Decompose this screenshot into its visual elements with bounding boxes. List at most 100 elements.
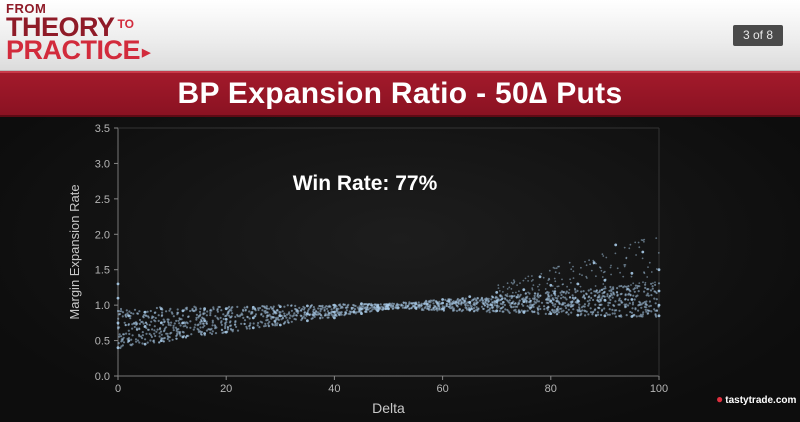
scatter-point xyxy=(622,275,625,278)
scatter-point xyxy=(323,308,326,311)
scatter-point xyxy=(510,301,514,305)
scatter-point xyxy=(538,289,540,291)
scatter-point xyxy=(548,295,551,298)
scatter-point xyxy=(207,328,210,331)
scatter-point xyxy=(260,312,263,315)
scatter-point xyxy=(488,311,491,314)
scatter-point xyxy=(234,323,237,326)
scatter-point xyxy=(515,310,518,313)
scatter-point xyxy=(504,308,507,311)
scatter-point xyxy=(226,328,230,331)
scatter-point xyxy=(582,294,586,297)
scatter-point xyxy=(410,307,413,310)
scatter-point xyxy=(160,314,163,318)
scatter-point xyxy=(624,264,627,266)
scatter-point xyxy=(136,339,140,342)
scatter-point xyxy=(643,305,646,308)
scatter-point xyxy=(608,289,611,292)
scatter-point xyxy=(629,243,632,246)
scatter-point xyxy=(472,298,475,301)
page-indicator: 3 of 8 xyxy=(733,25,783,46)
scatter-point xyxy=(503,297,506,300)
scatter-point xyxy=(640,315,643,318)
scatter-point xyxy=(582,290,585,293)
scatter-point xyxy=(590,269,593,272)
scatter-point xyxy=(610,273,612,276)
scatter-point xyxy=(498,309,501,313)
scatter-point xyxy=(205,322,208,325)
scatter-point xyxy=(116,346,120,350)
scatter-point xyxy=(588,259,590,262)
scatter-point xyxy=(224,330,228,334)
scatter-point xyxy=(648,261,651,264)
scatter-point xyxy=(185,308,188,311)
scatter-point xyxy=(615,309,618,312)
scatter-point xyxy=(650,271,653,273)
scatter-point xyxy=(610,288,613,291)
logo-practice-text: PRACTICE ▶ xyxy=(6,37,150,64)
scatter-point xyxy=(597,313,600,316)
scatter-point xyxy=(532,284,535,286)
scatter-point xyxy=(448,303,451,306)
scatter-point xyxy=(638,285,641,288)
scatter-point xyxy=(225,321,228,324)
scatter-point xyxy=(256,324,259,327)
scatter-point xyxy=(487,297,490,300)
scatter-point xyxy=(283,322,286,325)
scatter-point xyxy=(179,324,182,327)
scatter-point xyxy=(159,339,163,342)
scatter-point xyxy=(603,290,606,293)
scatter-point xyxy=(552,292,556,295)
scatter-point xyxy=(657,252,660,254)
scatter-point xyxy=(625,285,628,288)
scatter-point xyxy=(635,295,638,298)
scatter-point xyxy=(181,330,184,333)
scatter-point xyxy=(155,306,158,310)
scatter-point xyxy=(603,314,607,318)
scatter-point xyxy=(170,321,173,324)
scatter-point xyxy=(642,281,644,284)
scatter-point xyxy=(470,305,473,308)
scatter-point xyxy=(589,307,592,310)
scatter-point xyxy=(513,281,515,284)
scatter-point xyxy=(623,246,626,249)
slide-title: BP Expansion Ratio - 50∆ Puts xyxy=(177,77,623,110)
scatter-point xyxy=(615,291,619,294)
scatter-point xyxy=(634,241,637,244)
scatter-point xyxy=(558,265,560,268)
scatter-point xyxy=(287,312,290,315)
scatter-point xyxy=(538,283,541,286)
scatter-point xyxy=(274,321,277,324)
scatter-point xyxy=(402,301,405,304)
scatter-point xyxy=(624,305,628,308)
scatter-point xyxy=(266,318,269,321)
scatter-point xyxy=(258,326,261,329)
scatter-point xyxy=(532,279,534,281)
scatter-point xyxy=(177,319,180,322)
scatter-point xyxy=(620,292,623,295)
scatter-point xyxy=(553,305,556,308)
scatter-point xyxy=(655,315,658,318)
scatter-point xyxy=(337,311,341,314)
scatter-point xyxy=(499,299,502,302)
scatter-point xyxy=(606,295,609,298)
scatter-point xyxy=(638,246,641,249)
scatter-point xyxy=(141,331,144,334)
scatter-point xyxy=(512,279,515,281)
scatter-point xyxy=(278,323,282,327)
x-tick-label: 80 xyxy=(545,383,557,395)
scatter-point xyxy=(279,311,282,314)
scatter-point xyxy=(618,297,621,300)
scatter-point xyxy=(540,272,543,275)
scatter-point xyxy=(315,313,318,316)
scatter-point xyxy=(290,320,293,323)
scatter-point xyxy=(554,267,556,270)
scatter-point xyxy=(407,304,410,307)
scatter-point xyxy=(345,309,348,312)
scatter-point xyxy=(211,330,214,333)
scatter-point xyxy=(384,305,387,308)
scatter-point xyxy=(379,307,382,310)
scatter-point xyxy=(601,276,604,278)
scatter-point xyxy=(476,301,479,304)
scatter-point xyxy=(642,311,645,314)
